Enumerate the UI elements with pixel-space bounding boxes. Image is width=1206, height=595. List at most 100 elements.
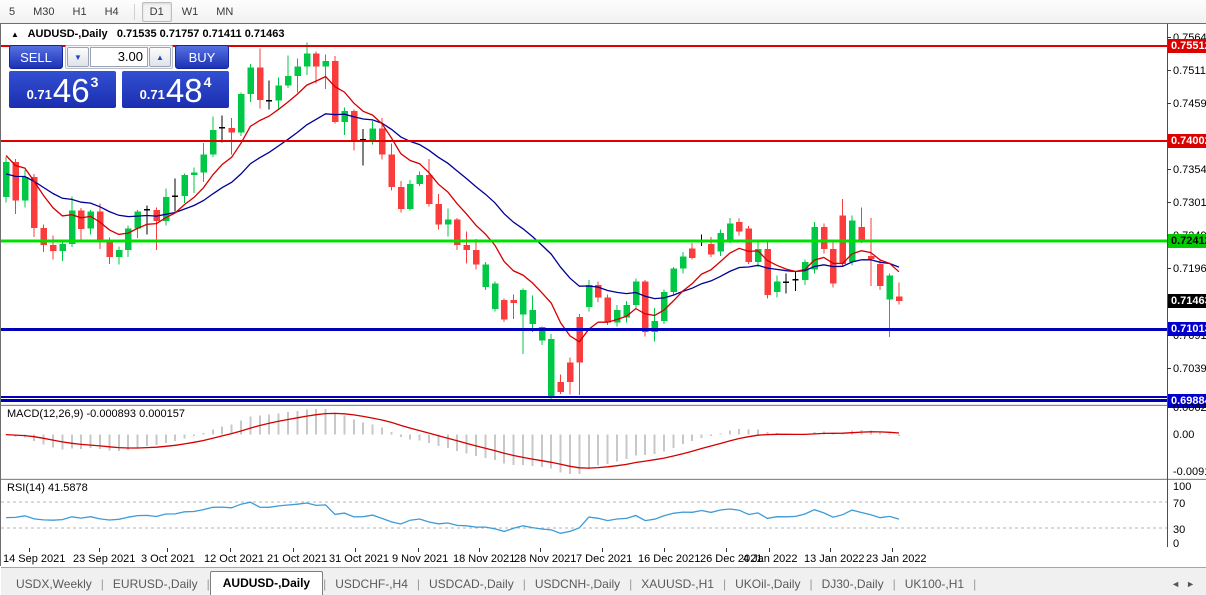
buy-button[interactable]: BUY: [175, 45, 229, 69]
time-label: 23 Sep 2021: [73, 553, 136, 565]
price-level-badge: 0.71463: [1168, 294, 1206, 308]
bid-price-pip: 3: [90, 74, 99, 90]
bid-price-prefix: 0.71: [26, 87, 52, 102]
chart-symbol-label: AUDUSD-,Daily: [27, 28, 108, 40]
time-label: 16 Dec 2021: [638, 553, 701, 565]
chart-tab-usdchf-h4[interactable]: USDCHF-,H4: [335, 577, 408, 591]
chart-tab-bar: USDX,Weekly | EURUSD-,Daily | AUDUSD-,Daily |…: [1, 567, 1206, 595]
price-level-badge: 0.72412: [1168, 234, 1206, 248]
volume-increase-icon[interactable]: ▲: [149, 47, 171, 67]
time-label: 31 Oct 2021: [329, 553, 389, 565]
pane-separator[interactable]: [1, 478, 1206, 480]
rsi-label: RSI(14) 41.5878: [7, 482, 88, 494]
price-chart-pane[interactable]: [1, 25, 1167, 404]
time-tick: [830, 548, 831, 552]
timeframe-button-5[interactable]: 5: [9, 5, 16, 18]
chart-title: ▲ AUDUSD-,Daily 0.71535 0.71757 0.71411 …: [11, 28, 284, 40]
macd-pane[interactable]: [1, 406, 1167, 478]
chart-tab-dj30-daily[interactable]: DJ30-,Daily: [821, 577, 884, 591]
time-label: 28 Nov 2021: [514, 553, 577, 565]
timeframe-button-mn[interactable]: MN: [216, 5, 234, 18]
volume-decrease-icon[interactable]: ▼: [67, 47, 89, 67]
pane-separator[interactable]: [1, 404, 1206, 406]
timeframe-toolbar: 5 M30 H1 H4 D1 W1 MN: [0, 0, 1206, 24]
rsi-pane[interactable]: [1, 480, 1167, 547]
price-level-badge: 0.75512: [1168, 39, 1206, 53]
time-label: 9 Nov 2021: [392, 553, 449, 565]
one-click-trading-panel: SELL ▼ 3.00 ▲ BUY 0.71 46 3 0.71 48 4: [9, 45, 229, 108]
time-label: 13 Jan 2022: [804, 553, 865, 565]
chart-tab-usdcnh-daily[interactable]: USDCNH-,Daily: [534, 577, 621, 591]
timeframe-button-w1[interactable]: W1: [181, 5, 199, 18]
timeframe-button-d1[interactable]: D1: [141, 1, 172, 22]
macd-axis-label: -0.00919: [1173, 466, 1206, 478]
tab-divider: |: [100, 577, 104, 591]
ask-price-prefix: 0.71: [139, 87, 165, 102]
time-axis[interactable]: 14 Sep 2021 23 Sep 2021 3 Oct 2021 12 Oct 2…: [1, 548, 1206, 567]
time-label: 21 Oct 2021: [267, 553, 327, 565]
tab-divider: |: [323, 577, 327, 591]
tab-divider: |: [522, 577, 526, 591]
tab-divider: |: [892, 577, 896, 591]
tab-scroll-right-icon: ►: [1186, 579, 1201, 589]
time-label: 7 Dec 2021: [576, 553, 633, 565]
tab-divider: |: [722, 577, 727, 591]
chart-tab-usdx-weekly[interactable]: USDX,Weekly: [16, 577, 92, 591]
rsi-axis-label: 100: [1173, 481, 1192, 493]
price-level-badge: 0.71013: [1168, 322, 1206, 336]
macd-axis-label: 0.00: [1173, 429, 1195, 441]
chart-tab-uk100-h1[interactable]: UK100-,H1: [904, 577, 965, 591]
chart-tab-usdcad-daily[interactable]: USDCAD-,Daily: [429, 577, 514, 591]
ask-price-main: 48: [165, 72, 203, 109]
price-axis-divider: [1167, 24, 1168, 547]
chart-tab-audusd-daily[interactable]: AUDUSD-,Daily: [209, 571, 324, 595]
timeframe-button-m30[interactable]: M30: [33, 5, 55, 18]
collapse-triangle-icon[interactable]: ▲: [11, 30, 19, 39]
time-label: 14 Sep 2021: [3, 553, 66, 565]
rsi-axis-label: 0: [1173, 538, 1180, 550]
chart-window: ▲ AUDUSD-,Daily 0.71535 0.71757 0.71411 …: [0, 23, 1206, 595]
bid-price-panel[interactable]: 0.71 46 3: [9, 71, 116, 108]
time-label: 12 Oct 2021: [204, 553, 264, 565]
time-tick: [540, 548, 541, 552]
rsi-axis-label: 70: [1173, 498, 1186, 510]
volume-spinner: ▼ 3.00 ▲: [65, 45, 173, 69]
chart-tab-ukoil-daily[interactable]: UKOil-,Daily: [735, 577, 801, 591]
time-label: 23 Jan 2022: [866, 553, 927, 565]
time-tick: [892, 548, 893, 552]
time-label: 4 Jan 2022: [743, 553, 798, 565]
tab-divider: |: [809, 577, 813, 591]
ask-price-panel[interactable]: 0.71 48 4: [122, 71, 229, 108]
time-tick: [418, 548, 419, 552]
toolbar-separator: [133, 3, 135, 20]
price-tick: 0.73015: [1167, 197, 1206, 209]
volume-input[interactable]: 3.00: [90, 47, 148, 67]
tab-divider: |: [973, 577, 977, 591]
chart-tab-eurusd-daily[interactable]: EURUSD-,Daily: [112, 577, 198, 591]
price-level-badge: 0.69884: [1168, 394, 1206, 408]
timeframe-button-h1[interactable]: H1: [72, 5, 87, 18]
bid-price-main: 46: [52, 72, 90, 109]
timeframe-button-h4[interactable]: H4: [104, 5, 119, 18]
time-tick: [602, 548, 603, 552]
sell-button[interactable]: SELL: [9, 45, 63, 69]
time-tick: [769, 548, 770, 552]
tab-scroll-buttons[interactable]: ◄►: [1171, 579, 1201, 589]
chart-ohlc-values: 0.71535 0.71757 0.71411 0.71463: [116, 28, 285, 40]
time-tick: [726, 548, 727, 552]
time-tick: [355, 548, 356, 552]
chart-tab-xauusd-h1[interactable]: XAUUSD-,H1: [641, 577, 714, 591]
time-tick: [29, 548, 30, 552]
tab-divider: |: [416, 577, 421, 591]
time-label: 3 Oct 2021: [141, 553, 195, 565]
time-tick: [293, 548, 294, 552]
macd-label: MACD(12,26,9) -0.000893 0.000157: [7, 408, 185, 420]
time-tick: [99, 548, 100, 552]
price-tick: 0.75115: [1167, 65, 1206, 77]
price-tick: 0.71965: [1167, 263, 1206, 275]
time-tick: [167, 548, 168, 552]
